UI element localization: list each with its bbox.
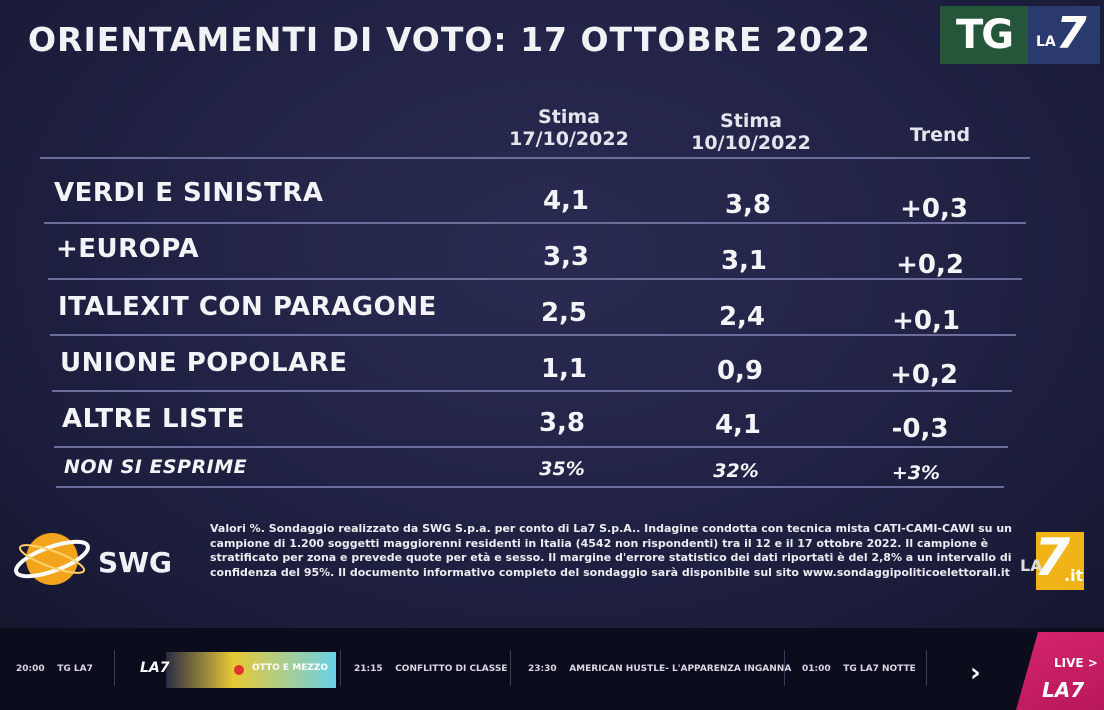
- swg-globe-icon: [14, 533, 90, 585]
- trend-value: +0,2: [890, 360, 958, 390]
- current-value: 2,5: [540, 298, 588, 328]
- current-value: 4,1: [542, 186, 590, 216]
- table-divider: [44, 222, 1026, 224]
- trend-value: -0,3: [891, 414, 949, 444]
- schedule-ticker: 20:00 TG LA7 LA7 OTTO E MEZZO 21:15 CONF…: [0, 628, 1104, 710]
- current-value: 35%: [539, 458, 585, 480]
- column-header-trend: Trend: [909, 124, 971, 146]
- tg-la7-logo: TG LA 7: [940, 6, 1100, 64]
- now-playing-tile[interactable]: LA7 OTTO E MEZZO: [140, 652, 336, 688]
- party-label: +EUROPA: [56, 234, 200, 264]
- ticker-item[interactable]: 20:00 TG LA7: [16, 664, 93, 674]
- ticker-divider: [510, 650, 511, 686]
- chevron-right-icon[interactable]: ›: [970, 658, 981, 688]
- ticker-item[interactable]: 01:00 TG LA7 NOTTE: [802, 664, 916, 674]
- party-label: ALTRE LISTE: [62, 404, 245, 434]
- live-badge[interactable]: LIVE > LA7: [1016, 632, 1104, 710]
- party-label: UNIONE POPOLARE: [60, 348, 348, 378]
- table-divider: [50, 334, 1016, 336]
- ticker-item[interactable]: 21:15 CONFLITTO DI CLASSE: [354, 664, 508, 674]
- la7-logo-mark: LA 7: [1028, 6, 1100, 64]
- previous-value: 3,1: [720, 246, 768, 276]
- trend-value: +0,1: [892, 306, 960, 336]
- party-label: VERDI E SINISTRA: [54, 178, 324, 208]
- table-divider: [48, 278, 1022, 280]
- live-dot-icon: [234, 665, 244, 675]
- methodology-note: Valori %. Sondaggio realizzato da SWG S.…: [210, 522, 1013, 579]
- ticker-divider: [926, 650, 927, 686]
- trend-value: +0,3: [900, 194, 968, 224]
- column-header-current: Stima 17/10/2022: [509, 106, 629, 150]
- table-divider: [56, 486, 1004, 488]
- table-divider: [52, 390, 1012, 392]
- page-title: ORIENTAMENTI DI VOTO: 17 OTTOBRE 2022: [28, 20, 871, 59]
- ticker-item[interactable]: 23:30 AMERICAN HUSTLE- L'APPARENZA INGAN…: [528, 664, 792, 674]
- la7-it-logo: LA 7 .it: [1020, 528, 1084, 590]
- table-divider: [54, 446, 1008, 448]
- previous-value: 4,1: [714, 410, 762, 440]
- trend-value: +0,2: [896, 250, 964, 280]
- current-value: 3,3: [542, 242, 590, 272]
- broadcast-screen: ORIENTAMENTI DI VOTO: 17 OTTOBRE 2022 TG…: [0, 0, 1104, 628]
- ticker-divider: [340, 650, 341, 686]
- table-divider: [40, 157, 1030, 159]
- trend-value: +3%: [891, 462, 941, 484]
- previous-value: 0,9: [716, 356, 764, 386]
- ticker-divider: [784, 650, 785, 686]
- current-value: 1,1: [540, 354, 588, 384]
- party-label: ITALEXIT CON PARAGONE: [58, 292, 437, 322]
- party-label: NON SI ESPRIME: [64, 456, 248, 478]
- ticker-divider: [114, 650, 115, 686]
- tg-logo-mark: TG: [940, 6, 1028, 64]
- current-value: 3,8: [538, 408, 586, 438]
- previous-value: 32%: [713, 460, 759, 482]
- swg-logo-text: SWG: [98, 546, 173, 579]
- previous-value: 2,4: [718, 302, 766, 332]
- column-header-previous: Stima 10/10/2022: [691, 110, 811, 154]
- swg-logo: [10, 525, 200, 595]
- previous-value: 3,8: [724, 190, 772, 220]
